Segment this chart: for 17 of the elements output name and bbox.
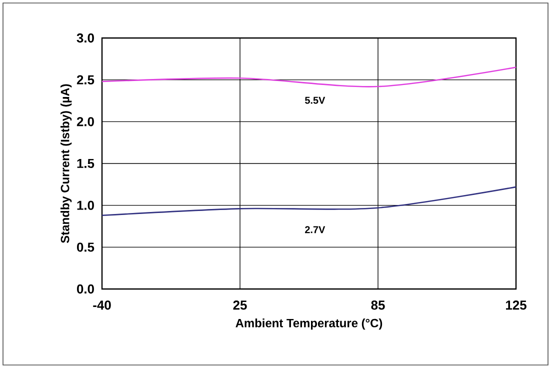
y-tick-label: 2.0 [76,117,94,126]
y-tick-label: 3.0 [76,33,94,43]
y-tick-label: 2.5 [76,75,94,84]
x-tick-label: 125 [506,300,526,310]
x-tick-label: 25 [233,300,247,310]
series-label: 5.5V [304,96,326,104]
y-axis-title: Standby Current (Istby) (µA) [60,84,72,243]
series-label: 2.7V [305,226,326,234]
x-tick-label: -40 [93,300,111,310]
y-tick-label: 0.0 [76,284,94,294]
y-tick-label: 1.5 [77,158,94,168]
line-series [101,66,517,88]
x-axis-title: Ambient Temperature (°C) [236,318,382,330]
y-tick-label: 1.0 [77,200,94,210]
line-series [101,186,517,216]
y-tick-label: 0.5 [76,242,94,252]
x-tick-label: 85 [371,300,385,310]
